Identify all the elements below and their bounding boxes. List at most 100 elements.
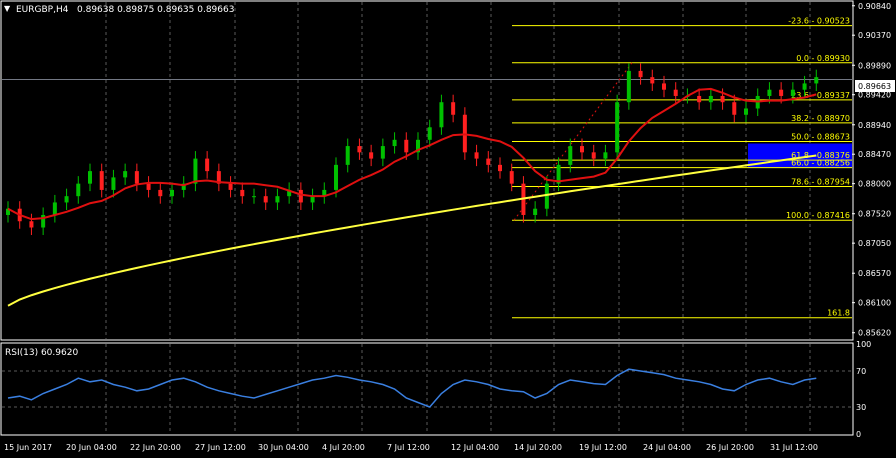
- candle-body: [334, 164, 338, 190]
- price-axis-label: 0.89890: [858, 61, 891, 70]
- candle-body: [298, 189, 303, 203]
- rsi-label: RSI(13) 60.9620: [5, 348, 78, 358]
- price-axis-label: 0.85620: [858, 329, 891, 338]
- price-axis-label: 0.88470: [858, 150, 891, 159]
- candle-body: [638, 70, 643, 78]
- candle-body: [533, 208, 538, 215]
- candle-body: [41, 214, 46, 228]
- candle-body: [802, 83, 807, 90]
- time-axis-label: 26 Jul 20:00: [706, 443, 754, 452]
- fib-level-label: 61.8 - 0.88376: [791, 151, 850, 160]
- ohlc-header: 0.89638 0.89875 0.89635 0.89663: [77, 5, 234, 15]
- candle-body: [673, 89, 678, 96]
- time-axis-label: 14 Jul 20:00: [514, 443, 562, 452]
- candle-body: [498, 164, 502, 172]
- candle-body: [662, 83, 666, 90]
- rsi-axis-label: 0: [856, 430, 861, 439]
- candle-body: [427, 127, 432, 140]
- candlesticks: [6, 63, 819, 236]
- fib-level-label: 78.6 - 0.87954: [791, 178, 850, 187]
- time-axis-label: 7 Jul 12:00: [387, 443, 430, 452]
- candle-body: [720, 95, 725, 103]
- fib-level-label: 100.0 - 0.87416: [786, 211, 850, 220]
- price-axis-label: 0.89420: [858, 91, 891, 100]
- chart-header-arrow: ▼: [4, 4, 11, 13]
- candle-body: [88, 171, 92, 184]
- moving-average-slow: [7, 154, 817, 307]
- time-axis-label: 15 Jun 2017: [4, 443, 52, 452]
- candle-body: [416, 139, 420, 153]
- fib-level-label: 66.0 - 0.88256: [791, 159, 850, 168]
- price-axis-label: 0.87520: [858, 210, 891, 219]
- candle-body: [380, 146, 385, 159]
- time-axis-label: 31 Jul 12:00: [770, 443, 818, 452]
- candle-body: [556, 164, 561, 184]
- rsi-line: [7, 368, 817, 408]
- candle-body: [357, 146, 362, 153]
- candle-body: [170, 189, 174, 197]
- candle-body: [64, 196, 69, 203]
- candle-body: [193, 158, 198, 184]
- candle-body: [181, 183, 186, 190]
- candle-body: [486, 158, 491, 165]
- candle-body: [744, 108, 748, 115]
- fib-level-label: 0.0 - 0.89930: [796, 54, 850, 63]
- price-axis-label: 0.86570: [858, 269, 891, 278]
- candle-body: [123, 171, 128, 178]
- candle-body: [626, 70, 631, 103]
- rsi-panel-frame: [0, 342, 854, 436]
- candle-body: [708, 95, 713, 103]
- candle-body: [580, 146, 584, 153]
- candle-body: [451, 102, 456, 115]
- time-axis-label: 12 Jul 04:00: [451, 443, 499, 452]
- time-axis-label: 4 Jul 20:00: [322, 443, 365, 452]
- candle-body: [544, 183, 549, 209]
- candle-body: [111, 177, 116, 190]
- rsi-axis-label: 100: [856, 340, 871, 349]
- price-axis-label: 0.88000: [858, 180, 891, 189]
- rsi-axis-label: 70: [856, 367, 866, 376]
- candle-body: [474, 152, 479, 159]
- candle-body: [52, 202, 57, 215]
- fib-level-label: -23.6 - 0.90523: [788, 17, 850, 26]
- current-price-label: 0.89663: [858, 82, 891, 91]
- candle-body: [779, 89, 784, 96]
- candle-body: [29, 221, 34, 228]
- candle-body: [568, 146, 573, 165]
- candle-body: [790, 89, 795, 96]
- fibonacci-retracement[interactable]: -23.6 - 0.90523 0.0 - 0.89930 23.6 - 0.893…: [512, 17, 852, 319]
- candle-body: [322, 189, 327, 197]
- price-axis-label: 0.88940: [858, 121, 891, 130]
- moving-average-fast: [7, 87, 817, 221]
- candle-body: [615, 102, 620, 153]
- rsi-axis-label: 30: [856, 403, 866, 412]
- price-axis-label: 0.90370: [858, 31, 891, 40]
- candle-body: [814, 77, 819, 84]
- price-axis-label: 0.90840: [858, 2, 891, 11]
- candle-body: [732, 102, 737, 115]
- price-axis-label: 0.86100: [858, 299, 891, 308]
- grid-lines: [2, 2, 852, 434]
- fib-level-label: 38.2 - 0.88970: [791, 114, 850, 123]
- candle-body: [287, 189, 292, 197]
- fib-level-label: 50.0 - 0.88673: [791, 132, 850, 141]
- candle-body: [205, 158, 210, 172]
- candle-body: [404, 139, 409, 153]
- candle-body: [263, 196, 268, 203]
- time-axis-label: 22 Jun 20:00: [130, 443, 181, 452]
- symbol-header: EURGBP,H4: [16, 5, 69, 15]
- candle-body: [310, 196, 315, 203]
- candle-body: [439, 102, 444, 128]
- current-price-tag: [855, 80, 895, 92]
- candle-body: [603, 152, 608, 159]
- fib-highlight-box: [748, 143, 852, 169]
- candle-body: [345, 146, 350, 165]
- time-axis: 15 Jun 2017 20 Jun 04:00 22 Jun 20:00 27 Ju…: [4, 443, 818, 452]
- candle-body: [228, 183, 233, 190]
- candle-body: [6, 208, 10, 215]
- main-panel-frame: [0, 0, 854, 341]
- candle-body: [369, 152, 374, 159]
- moving-averages: [7, 87, 817, 307]
- candle-body: [650, 77, 655, 84]
